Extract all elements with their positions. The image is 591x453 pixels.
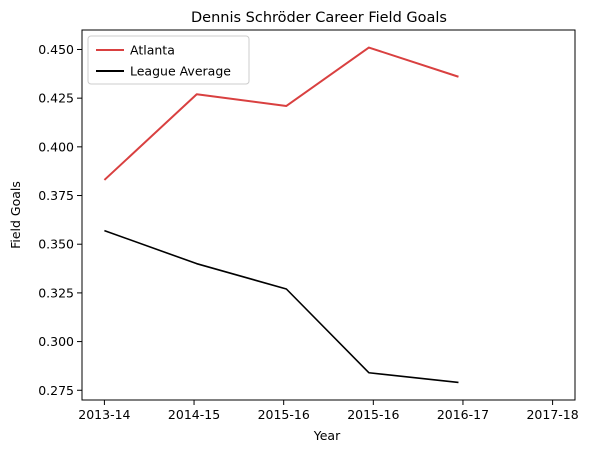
y-tick-label: 0.350 (38, 237, 74, 252)
y-tick-label: 0.300 (38, 334, 74, 349)
x-tick-label: 2014-15 (168, 407, 220, 422)
y-axis-label: Field Goals (8, 181, 23, 249)
y-tick-label: 0.400 (38, 139, 74, 154)
x-axis-label: Year (313, 428, 341, 443)
plot-area: 0.275 0.300 0.325 0.350 0.375 0.400 0.425 0.450… (38, 29, 579, 422)
legend-box (87, 35, 250, 85)
legend-label-league-average: League Average (130, 64, 231, 79)
chart-title: Dennis Schröder Career Field Goals (191, 10, 447, 26)
x-tick-label: 2013-14 (78, 407, 130, 422)
y-tick-label: 0.375 (38, 188, 74, 203)
x-tick-label: 2016-17 (437, 407, 489, 422)
y-tick-label: 0.425 (38, 91, 74, 106)
y-tick-label: 0.275 (38, 383, 74, 398)
y-tick-label: 0.450 (38, 42, 74, 57)
plot-frame (81, 29, 576, 401)
x-tick-label: 2015-16 (347, 407, 399, 422)
y-tick-label: 0.325 (38, 285, 74, 300)
x-tick-label: 2015-16 (258, 407, 310, 422)
legend-label-atlanta: Atlanta (130, 43, 175, 58)
x-tick-label: 2017-18 (526, 407, 578, 422)
